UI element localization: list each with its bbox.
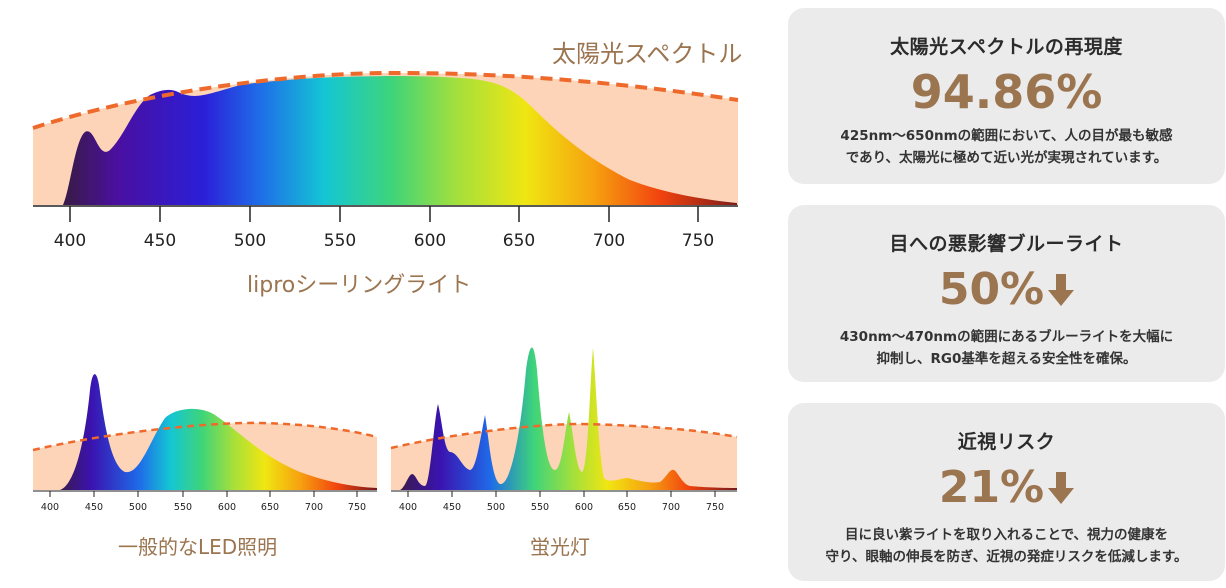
fl-tick-label: 700 bbox=[662, 502, 680, 513]
card-desc-line: 目に良い紫ライトを取り入れることで、視力の健康を bbox=[844, 527, 1169, 543]
spectrum-charts: 400 450 500 550 600 650 700 750 bbox=[32, 40, 743, 559]
card-title: 近視リスク bbox=[957, 431, 1056, 453]
card-desc-line: 430nm〜470nmの範囲にあるブルーライトを大幅に bbox=[839, 329, 1174, 345]
card-value: 50% bbox=[938, 264, 1045, 315]
card-value: 21% bbox=[938, 462, 1045, 513]
fl-tick-label: 600 bbox=[575, 502, 593, 513]
fl-tick-label: 450 bbox=[443, 502, 461, 513]
lipro-spectrum-area bbox=[63, 76, 737, 205]
card-value-row: 21% bbox=[788, 466, 1225, 512]
card-myopia-risk: 近視リスク 21% 目に良い紫ライトを取り入れることで、視力の健康を 守り、眼軸… bbox=[788, 403, 1225, 581]
main-tick-label: 700 bbox=[593, 231, 625, 251]
main-spectrum-chart: 400 450 500 550 600 650 700 750 bbox=[32, 70, 739, 251]
card-description: 425nm〜650nmの範囲において、人の目が最も敏感 であり、太陽光に極めて近… bbox=[788, 125, 1225, 170]
led-tick-label: 650 bbox=[261, 502, 279, 513]
fl-tick-label: 750 bbox=[706, 502, 724, 513]
fl-tick-label: 650 bbox=[618, 502, 636, 513]
fl-spectrum-area bbox=[400, 347, 737, 490]
led-tick-label: 600 bbox=[218, 502, 236, 513]
sunlight-dash-line bbox=[32, 70, 739, 130]
lipro-caption: liproシーリングライト bbox=[247, 273, 472, 298]
led-spectrum-chart: 400 450 500 550 600 650 700 750 bbox=[32, 374, 378, 513]
card-desc-line: 守り、眼軸の伸長を防ぎ、近視の発症リスクを低減します。 bbox=[825, 549, 1188, 566]
fluorescent-spectrum-chart: 400 450 500 550 600 650 700 750 bbox=[390, 347, 738, 513]
card-title: 太陽光スペクトルの再現度 bbox=[890, 36, 1123, 58]
card-sunlight-reproduction: 太陽光スペクトルの再現度 94.86% 425nm〜650nmの範囲において、人… bbox=[788, 8, 1225, 184]
card-value: 94.86% bbox=[910, 65, 1103, 119]
fl-tick-label: 400 bbox=[399, 502, 417, 513]
down-arrow-icon bbox=[1048, 468, 1075, 512]
fl-tick-label: 500 bbox=[487, 502, 505, 513]
card-blue-light: 目への悪影響ブルーライト 50% 430nm〜470nmの範囲にあるブルーライト… bbox=[788, 205, 1225, 382]
card-title: 目への悪影響ブルーライト bbox=[889, 233, 1124, 255]
led-spectrum-area bbox=[60, 374, 377, 490]
card-description: 目に良い紫ライトを取り入れることで、視力の健康を 守り、眼軸の伸長を防ぎ、近視の… bbox=[788, 524, 1225, 569]
led-tick-label: 400 bbox=[41, 502, 59, 513]
main-tick-marks bbox=[69, 206, 699, 222]
main-tick-label: 750 bbox=[682, 231, 714, 251]
led-caption: 一般的なLED照明 bbox=[118, 535, 278, 559]
fl-sunlight-dash-line bbox=[390, 422, 738, 450]
led-tick-label: 750 bbox=[348, 502, 366, 513]
card-description: 430nm〜470nmの範囲にあるブルーライトを大幅に 抑制し、RG0基準を超え… bbox=[788, 326, 1225, 371]
main-tick-label: 450 bbox=[144, 231, 176, 251]
main-tick-label: 500 bbox=[234, 231, 266, 251]
fl-tick-label: 550 bbox=[531, 502, 549, 513]
led-tick-label: 500 bbox=[129, 502, 147, 513]
led-tick-label: 450 bbox=[85, 502, 103, 513]
main-tick-label: 650 bbox=[503, 231, 535, 251]
down-arrow-icon bbox=[1048, 270, 1075, 314]
main-tick-label: 400 bbox=[54, 231, 86, 251]
fl-tick-marks bbox=[407, 491, 716, 497]
led-tick-label: 700 bbox=[305, 502, 323, 513]
fluorescent-caption: 蛍光灯 bbox=[530, 535, 590, 559]
spectrum-svg: 400 450 500 550 600 650 700 750 bbox=[32, 70, 739, 513]
sunlight-spectrum-label: 太陽光スペクトル bbox=[552, 40, 743, 68]
card-desc-line: 抑制し、RG0基準を超える安全性を確保。 bbox=[876, 351, 1137, 368]
card-value-row: 50% bbox=[788, 268, 1225, 314]
led-tick-label: 550 bbox=[174, 502, 192, 513]
card-desc-line: 425nm〜650nmの範囲において、人の目が最も敏感 bbox=[840, 128, 1173, 144]
main-tick-label: 600 bbox=[414, 231, 446, 251]
led-tick-marks bbox=[49, 491, 358, 497]
main-tick-label: 550 bbox=[324, 231, 356, 251]
card-desc-line: であり、太陽光に極めて近い光が実現されています。 bbox=[845, 150, 1168, 167]
